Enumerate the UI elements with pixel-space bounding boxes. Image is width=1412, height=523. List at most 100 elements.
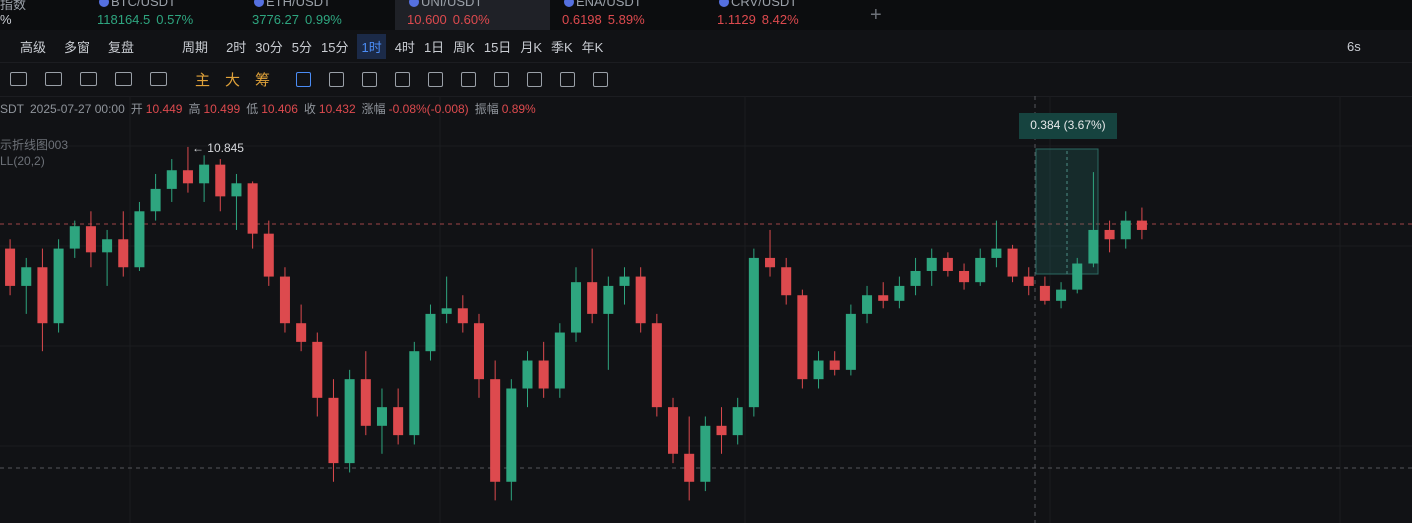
ticker-tab[interactable]: ENA/USDT 0.6198 5.89% [550, 0, 705, 30]
period-menu[interactable]: 周期 [182, 39, 209, 55]
indicator-label: 示折线图003 [0, 138, 69, 152]
draw-icon[interactable] [329, 71, 345, 87]
interval-button[interactable]: 15日 [483, 39, 512, 55]
field-value: 0.89% [501, 102, 536, 116]
field-value: 10.406 [261, 102, 298, 116]
draw-icon[interactable] [150, 72, 167, 86]
candle-body [829, 360, 840, 370]
draw-icon[interactable] [296, 71, 312, 87]
ticker-quote: 118164.5 0.57% [97, 12, 193, 27]
candle-body [199, 164, 210, 184]
draw-icon[interactable] [80, 72, 97, 86]
indicator-toggle[interactable]: 筹 [255, 71, 271, 89]
draw-icon[interactable] [494, 71, 510, 87]
candle-body [635, 276, 646, 324]
interval-button[interactable]: 季K [550, 39, 573, 55]
candle-body [21, 267, 32, 286]
price-up: 118164.5 [97, 12, 151, 27]
coin-icon [254, 0, 264, 7]
candle-body [862, 295, 873, 314]
candle-body [684, 453, 695, 482]
interval-button[interactable]: 4时 [394, 39, 415, 55]
ticker-name: 指数 [0, 0, 27, 12]
field-label: 收 [303, 102, 316, 116]
indicator-toggle[interactable]: 主 [195, 71, 211, 89]
candle-body [182, 170, 193, 184]
interval-button[interactable]: 30分 [255, 39, 283, 55]
candle-body [1120, 220, 1131, 240]
draw-icon[interactable] [10, 72, 27, 86]
toolbar: 高级 多窗 复盘 周期 2时 30分 5分 15分 1时 4时 1日 周K 15日 月K 季K 年K 6s [0, 30, 1412, 63]
interval-button[interactable]: 月K [520, 39, 542, 55]
ticker-name: UNI/USDT [421, 0, 483, 9]
candle-body [263, 233, 274, 277]
candle-body [845, 313, 856, 370]
interval-button[interactable]: 5分 [291, 39, 312, 55]
draw-icon[interactable] [428, 71, 444, 87]
ticker-name: ETH/USDT [266, 0, 331, 9]
change: 5.89% [607, 12, 645, 27]
draw-icon[interactable] [593, 71, 609, 87]
field-label: 高 [188, 102, 201, 116]
ticker-tab[interactable]: BTC/USDT 118164.5 0.57% [85, 0, 240, 30]
candle-body [231, 183, 242, 197]
toolbar-button[interactable]: 多窗 [64, 39, 91, 55]
candle-body [1072, 263, 1083, 290]
interval-button[interactable]: 15分 [321, 39, 349, 55]
price-down: 1.1129 [717, 12, 756, 27]
candle-body [959, 270, 970, 283]
ticker-tab[interactable]: UNI/USDT 10.600 0.60% [395, 0, 550, 30]
candle-body [1023, 276, 1034, 286]
candle-body [570, 282, 582, 333]
draw-icon[interactable] [395, 71, 411, 87]
ticker-name: BTC/USDT [111, 0, 176, 9]
candle-body [1136, 220, 1147, 230]
symbol: SDT [0, 102, 24, 116]
interval-button[interactable]: 周K [453, 39, 475, 55]
refresh-rate[interactable]: 6s [1347, 38, 1361, 54]
interval-button[interactable]: 2时 [226, 39, 247, 55]
change: 8.42% [761, 12, 799, 27]
draw-icon[interactable] [362, 71, 378, 87]
indicator-toggle[interactable]: 大 [225, 71, 241, 89]
candle-body [975, 257, 986, 283]
candle-body [894, 285, 905, 301]
price-down: 0.6198 [562, 12, 602, 27]
price-up: 3776.27 [252, 12, 299, 27]
change: 0.57% [156, 12, 194, 27]
draw-icon[interactable] [560, 71, 576, 87]
candle-body [781, 267, 792, 296]
candle-body [5, 248, 16, 286]
high-label: ← 10.845 [192, 141, 244, 155]
interval-button[interactable]: 1时 [357, 33, 386, 59]
draw-icon[interactable] [527, 71, 543, 87]
candle-body [1007, 248, 1018, 277]
candle-body [522, 360, 533, 389]
candle-body [942, 257, 953, 271]
draw-icon[interactable] [45, 72, 62, 86]
candle-body [37, 267, 48, 324]
interval-button[interactable]: 1日 [423, 39, 445, 55]
candle-body [53, 248, 64, 324]
candle-body [69, 226, 80, 249]
candle-body [473, 323, 484, 380]
add-tab[interactable]: + [870, 3, 882, 26]
icon-group [10, 72, 167, 86]
coin-icon [719, 0, 729, 7]
candle-body [878, 295, 889, 301]
ticker-tab[interactable]: ETH/USDT 3776.27 0.99% [240, 0, 395, 30]
interval-button[interactable]: 年K [581, 39, 604, 55]
toolbar-button[interactable]: 高级 [20, 39, 47, 55]
ticker-quote: 0.6198 5.89% [562, 12, 645, 27]
field-label: 开 [130, 102, 143, 116]
field-label: 低 [246, 102, 259, 116]
info-line: SDT 2025-07-27 00:00 开 10.449 高 10.499 低 10.406… [0, 100, 542, 117]
draw-icon[interactable] [115, 72, 132, 86]
draw-icon[interactable] [461, 71, 477, 87]
ticker-tab[interactable]: CRV/USDT 1.1129 8.42% [705, 0, 860, 30]
candle-body [1104, 229, 1115, 240]
candle-body [425, 313, 436, 352]
toolbar-button[interactable]: 复盘 [108, 39, 135, 55]
ticker-tab[interactable]: 指数% [0, 0, 85, 30]
candle-body [312, 341, 323, 398]
